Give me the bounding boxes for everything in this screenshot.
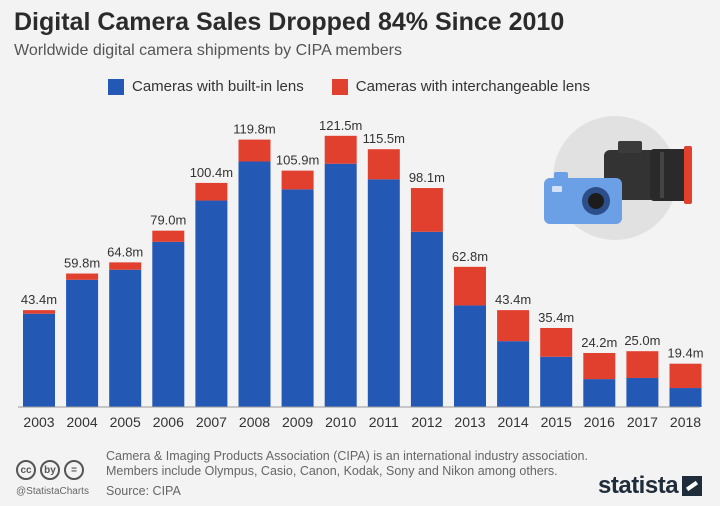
bar-interchangeable-2009 (281, 170, 314, 190)
bar-built-in-2014 (497, 341, 530, 407)
bar-built-in-2010 (324, 163, 357, 407)
x-tick-label-2012: 2012 (411, 414, 442, 430)
bar-built-in-2013 (454, 305, 486, 407)
value-label-2010: 121.5m (319, 118, 362, 133)
bar-built-in-2017 (626, 377, 659, 407)
bar-built-in-2011 (367, 179, 400, 407)
x-tick-label-2006: 2006 (153, 414, 184, 430)
bar-interchangeable-2007 (195, 182, 228, 201)
brand-mark-icon (682, 476, 703, 496)
camera-illustration-icon (544, 116, 692, 240)
bar-built-in-2005 (109, 269, 142, 407)
value-label-2011: 115.5m (363, 131, 405, 146)
bar-built-in-2008 (238, 161, 271, 407)
x-tick-label-2016: 2016 (584, 414, 615, 430)
bar-interchangeable-2014 (497, 310, 530, 342)
value-label-2006: 79.0m (150, 213, 186, 228)
chart-subtitle: Worldwide digital camera shipments by CI… (14, 42, 402, 59)
value-label-2005: 64.8m (107, 244, 143, 259)
x-tick-label-2009: 2009 (282, 414, 313, 430)
license-icons: cc by = (16, 460, 88, 480)
bar-built-in-2003 (23, 313, 55, 407)
value-label-2017: 25.0m (624, 333, 660, 348)
bar-interchangeable-2017 (626, 351, 659, 378)
bar-interchangeable-2008 (238, 139, 271, 162)
legend-swatch-built-in (108, 78, 124, 95)
brand-logo[interactable]: statista (598, 472, 703, 500)
value-label-2003: 43.4m (21, 292, 57, 307)
bar-interchangeable-2006 (152, 230, 185, 242)
no-derivatives-icon: = (64, 460, 84, 480)
value-label-2015: 35.4m (538, 310, 574, 325)
value-label-2018: 19.4m (667, 346, 703, 361)
footnote: Camera & Imaging Products Association (C… (106, 449, 588, 478)
bar-built-in-2009 (281, 189, 314, 407)
bar-built-in-2006 (152, 241, 185, 407)
cc-icon: cc (16, 460, 36, 480)
x-tick-label-2017: 2017 (627, 414, 658, 430)
brand-name: statista (598, 472, 679, 499)
x-tick-label-2015: 2015 (541, 414, 572, 430)
bar-interchangeable-2012 (410, 188, 443, 232)
value-label-2004: 59.8m (64, 256, 100, 271)
legend: Cameras with built-in lens Cameras with … (108, 78, 618, 95)
bar-built-in-2018 (669, 388, 702, 407)
x-tick-label-2008: 2008 (239, 414, 270, 430)
bar-interchangeable-2005 (109, 262, 142, 270)
source-text: Source: CIPA (106, 484, 181, 498)
attribution-icon: by (40, 460, 60, 480)
x-tick-label-2003: 2003 (23, 414, 54, 430)
bar-interchangeable-2003 (23, 310, 55, 314)
x-tick-label-2013: 2013 (454, 414, 485, 430)
bar-interchangeable-2013 (454, 266, 486, 306)
legend-item-built-in: Cameras with built-in lens (108, 78, 304, 95)
value-label-2013: 62.8m (452, 249, 488, 264)
social-handle: @StatistaCharts (16, 486, 89, 497)
bar-built-in-2016 (583, 379, 616, 407)
x-tick-label-2014: 2014 (498, 414, 529, 430)
bar-interchangeable-2015 (540, 327, 573, 357)
x-tick-label-2005: 2005 (110, 414, 141, 430)
bar-interchangeable-2011 (367, 149, 400, 180)
value-label-2016: 24.2m (581, 335, 617, 350)
chart-title: Digital Camera Sales Dropped 84% Since 2… (14, 8, 565, 36)
value-label-2009: 105.9m (276, 153, 319, 168)
legend-item-interchangeable: Cameras with interchangeable lens (331, 78, 591, 95)
legend-label-interchangeable: Cameras with interchangeable lens (355, 78, 591, 95)
x-tick-label-2004: 2004 (67, 414, 98, 430)
value-label-2014: 43.4m (495, 292, 531, 307)
bar-built-in-2012 (410, 231, 443, 407)
x-tick-label-2018: 2018 (670, 414, 701, 430)
legend-label-built-in: Cameras with built-in lens (132, 78, 304, 95)
bar-built-in-2015 (540, 356, 573, 407)
value-label-2012: 98.1m (409, 170, 445, 185)
bar-interchangeable-2018 (669, 363, 702, 389)
x-tick-label-2007: 2007 (196, 414, 227, 430)
bar-interchangeable-2016 (583, 352, 616, 380)
bar-built-in-2007 (195, 200, 228, 407)
bar-built-in-2004 (66, 279, 99, 407)
x-tick-label-2011: 2011 (369, 414, 399, 430)
legend-swatch-interchangeable (331, 78, 348, 95)
value-label-2007: 100.4m (190, 165, 233, 180)
bar-interchangeable-2004 (66, 273, 99, 280)
x-tick-label-2010: 2010 (325, 414, 356, 430)
bar-interchangeable-2010 (324, 135, 357, 164)
value-label-2008: 119.8m (233, 122, 275, 137)
